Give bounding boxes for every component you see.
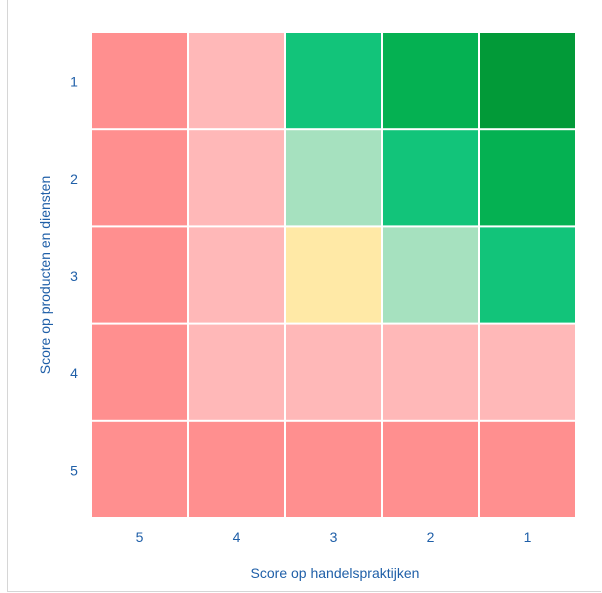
heatmap-cell <box>480 324 575 420</box>
x-tick-label: 1 <box>524 529 532 545</box>
x-tick-label: 5 <box>136 529 144 545</box>
chart-frame <box>7 0 601 592</box>
heatmap-cell <box>92 324 187 420</box>
heatmap-cell <box>480 227 575 323</box>
heatmap-cell <box>383 324 478 420</box>
heatmap-cells <box>92 33 575 517</box>
y-tick-label: 3 <box>70 268 78 284</box>
heatmap-cell <box>189 33 284 129</box>
heatmap-cell <box>92 33 187 129</box>
heatmap-cell <box>92 421 187 517</box>
y-tick-label: 5 <box>70 462 78 478</box>
heatmap-cell <box>480 130 575 226</box>
y-axis-label: Score op producten en diensten <box>37 176 53 374</box>
heatmap-cell <box>480 421 575 517</box>
heatmap-cell <box>383 130 478 226</box>
heatmap-cell <box>92 227 187 323</box>
y-tick-labels: 1 2 3 4 5 <box>70 74 78 479</box>
heatmap-cell <box>189 324 284 420</box>
heatmap-cell <box>480 33 575 129</box>
heatmap-cell <box>383 421 478 517</box>
x-tick-label: 4 <box>233 529 241 545</box>
heatmap-cell <box>189 130 284 226</box>
heatmap-cell <box>286 33 381 129</box>
x-axis-label: Score op handelspraktijken <box>251 565 420 581</box>
x-tick-label: 2 <box>427 529 435 545</box>
heatmap-cell <box>286 324 381 420</box>
y-tick-label: 2 <box>70 171 78 187</box>
y-tick-label: 1 <box>70 74 78 90</box>
y-tick-label: 4 <box>70 365 78 381</box>
heatmap-cell <box>286 227 381 323</box>
heatmap-cell <box>189 227 284 323</box>
x-tick-label: 3 <box>330 529 338 545</box>
heatmap-cell <box>383 33 478 129</box>
heatmap-cell <box>189 421 284 517</box>
heatmap-cell <box>286 130 381 226</box>
heatmap-cell <box>92 130 187 226</box>
x-tick-labels: 5 4 3 2 1 <box>136 529 532 545</box>
heatmap-cell <box>286 421 381 517</box>
heatmap-cell <box>383 227 478 323</box>
